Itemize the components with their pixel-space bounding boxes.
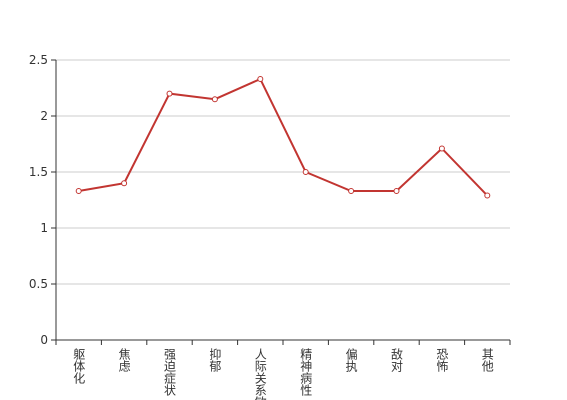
y-tick-label: 1 bbox=[40, 221, 48, 235]
x-tick-label: 抑郁 bbox=[208, 347, 222, 373]
x-tick-label: 偏执 bbox=[344, 347, 358, 373]
y-tick-label: 2 bbox=[40, 109, 48, 123]
point bbox=[121, 180, 128, 187]
point bbox=[166, 90, 173, 97]
x-tick-label: 其他 bbox=[480, 348, 494, 372]
point bbox=[393, 188, 400, 195]
x-tick-label: 强迫症状 bbox=[163, 348, 177, 396]
x-tick-label: 恐怖 bbox=[435, 348, 449, 372]
y-tick-label: 0 bbox=[40, 333, 48, 347]
x-tick-label: 人际关系敏感 bbox=[253, 348, 267, 400]
y-tick-label: 0.5 bbox=[29, 277, 48, 291]
point bbox=[257, 76, 264, 83]
point bbox=[348, 188, 355, 195]
point bbox=[211, 96, 218, 103]
point bbox=[438, 145, 445, 152]
y-tick-label: 1.5 bbox=[29, 165, 48, 179]
point bbox=[75, 188, 82, 195]
x-tick-label: 躯体化 bbox=[72, 347, 86, 385]
x-tick-label: 焦虑 bbox=[117, 348, 131, 372]
line bbox=[78, 77, 489, 197]
point bbox=[302, 169, 309, 175]
y-tick-label: 2.5 bbox=[29, 53, 48, 67]
point bbox=[484, 192, 491, 199]
x-tick-label: 敌对 bbox=[390, 347, 404, 372]
x-tick-label: 精神病性 bbox=[299, 348, 313, 397]
